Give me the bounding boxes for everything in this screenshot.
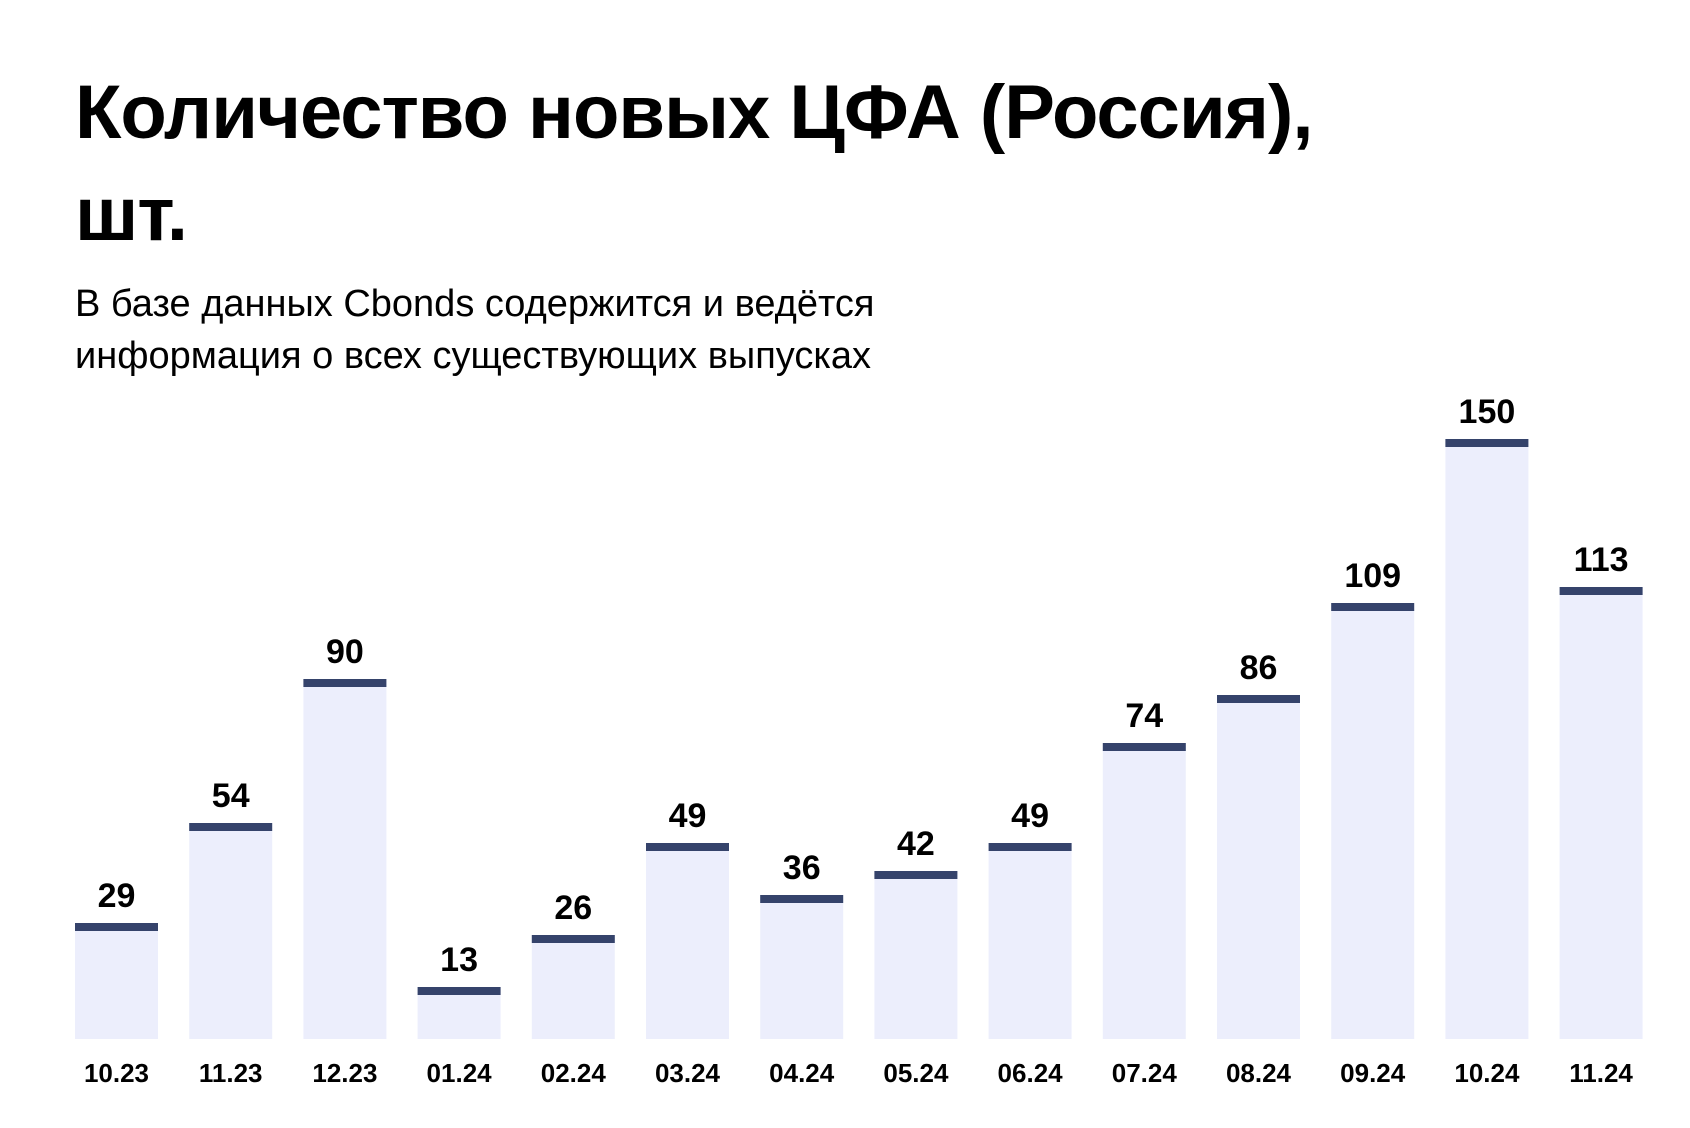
bar-cap-12.23 — [303, 679, 387, 687]
bar-cap-01.24 — [417, 987, 501, 995]
bar-09.24 — [1331, 603, 1415, 1039]
x-axis-tick-labels: 10.23 11.23 12.23 01.24 02.24 03.24 04.24 05.24… — [84, 1058, 1633, 1088]
x-tick-label-10.23: 10.23 — [84, 1058, 149, 1088]
bar-cap-08.24 — [1217, 695, 1300, 703]
x-tick-label-12.23: 12.23 — [312, 1058, 377, 1088]
value-label-11.24: 113 — [1574, 541, 1629, 579]
bar-01.24 — [417, 987, 501, 1039]
value-label-07.24: 74 — [1125, 697, 1163, 735]
bar-02.24 — [531, 935, 615, 1039]
x-tick-label-08.24: 08.24 — [1226, 1058, 1292, 1088]
chart-subtitle: В базе данных Cbonds содержится и ведётс… — [75, 278, 975, 382]
chart-subtitle-line-2: информация о всех существующих выпусках — [75, 335, 871, 377]
bar-cap-09.24 — [1331, 603, 1415, 611]
bar-cap-10.23 — [75, 923, 158, 931]
x-tick-label-10.24: 10.24 — [1454, 1058, 1520, 1088]
x-tick-label-02.24: 02.24 — [541, 1058, 607, 1088]
bars-group — [75, 439, 1643, 1039]
bar-cap-04.24 — [760, 895, 844, 903]
value-labels-group: 29 54 90 13 26 49 36 42 49 74 86 109 150 113 — [98, 393, 1629, 979]
bar-11.23 — [189, 823, 273, 1039]
bar-03.24 — [646, 843, 729, 1039]
bar-06.24 — [988, 843, 1072, 1039]
value-label-02.24: 26 — [554, 889, 592, 927]
bar-11.24 — [1559, 587, 1643, 1039]
x-tick-label-07.24: 07.24 — [1112, 1058, 1178, 1088]
chart-title-line-1: Количество новых ЦФА (Россия), — [75, 70, 1313, 155]
x-tick-label-03.24: 03.24 — [655, 1058, 721, 1088]
value-label-10.24: 150 — [1459, 393, 1516, 431]
bar-04.24 — [760, 895, 844, 1039]
bar-05.24 — [874, 871, 958, 1039]
bar-08.24 — [1217, 695, 1300, 1039]
x-tick-label-11.23: 11.23 — [199, 1058, 263, 1088]
bar-cap-05.24 — [874, 871, 958, 879]
x-tick-label-11.24: 11.24 — [1569, 1058, 1633, 1088]
bar-cap-11.24 — [1559, 587, 1643, 595]
bar-cap-06.24 — [988, 843, 1072, 851]
value-label-05.24: 42 — [897, 825, 935, 863]
x-tick-label-05.24: 05.24 — [883, 1058, 949, 1088]
bar-cap-07.24 — [1102, 743, 1186, 751]
value-label-04.24: 36 — [783, 849, 821, 887]
value-label-09.24: 109 — [1344, 557, 1401, 595]
bar-cap-10.24 — [1445, 439, 1529, 447]
chart-subtitle-line-1: В базе данных Cbonds содержится и ведётс… — [75, 283, 875, 325]
x-tick-label-06.24: 06.24 — [998, 1058, 1064, 1088]
bar-12.23 — [303, 679, 387, 1039]
value-label-03.24: 49 — [669, 797, 707, 835]
value-label-06.24: 49 — [1011, 797, 1049, 835]
chart-title-line-2: шт. — [75, 172, 188, 257]
bar-cap-02.24 — [531, 935, 615, 943]
bar-cap-03.24 — [646, 843, 729, 851]
value-label-08.24: 86 — [1240, 649, 1278, 687]
x-tick-label-04.24: 04.24 — [769, 1058, 835, 1088]
value-label-01.24: 13 — [440, 941, 478, 979]
value-label-11.23: 54 — [212, 777, 250, 815]
chart-title: Количество новых ЦФА (Россия), шт. — [75, 62, 1475, 266]
x-tick-label-09.24: 09.24 — [1340, 1058, 1406, 1088]
bar-10.24 — [1445, 439, 1529, 1039]
value-label-12.23: 90 — [326, 633, 364, 671]
value-label-10.23: 29 — [98, 877, 136, 915]
bar-07.24 — [1102, 743, 1186, 1039]
bar-cap-11.23 — [189, 823, 273, 831]
bar-10.23 — [75, 923, 158, 1039]
x-tick-label-01.24: 01.24 — [427, 1058, 493, 1088]
